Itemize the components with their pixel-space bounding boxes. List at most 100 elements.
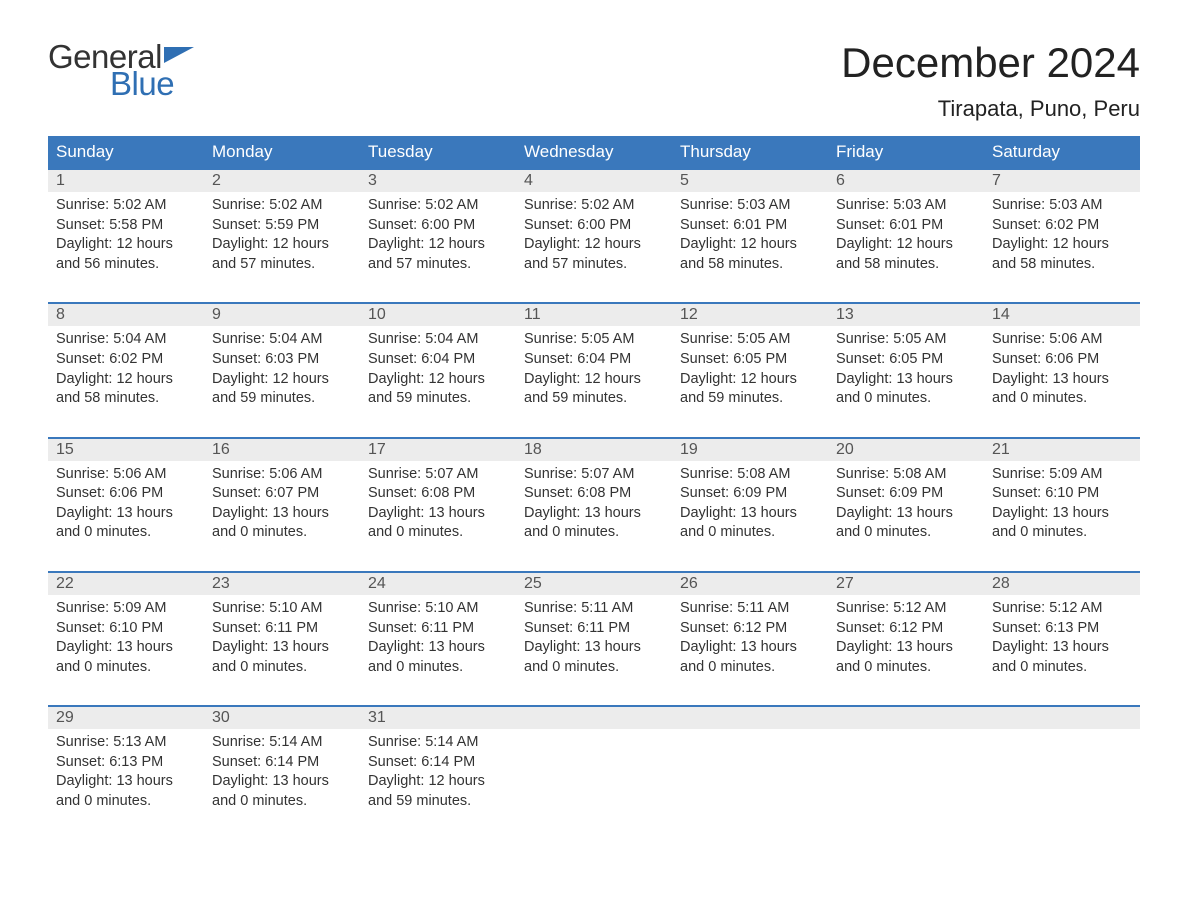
sunrise-line: Sunrise: 5:02 AM [368,196,508,216]
sunset-line: Sunset: 6:05 PM [836,350,976,370]
sunset-line: Sunset: 6:11 PM [524,619,664,639]
day-cell: Sunrise: 5:08 AMSunset: 6:09 PMDaylight:… [828,461,984,561]
day-cell: Sunrise: 5:05 AMSunset: 6:05 PMDaylight:… [672,326,828,426]
day-number: 24 [360,573,516,595]
sunrise-line: Sunrise: 5:07 AM [368,465,508,485]
sunset-line: Sunset: 6:04 PM [368,350,508,370]
day-number [516,707,672,729]
daylight-line: Daylight: 13 hours and 0 minutes. [368,504,508,543]
day-number: 3 [360,170,516,192]
sunset-line: Sunset: 6:09 PM [836,484,976,504]
location-subtitle: Tirapata, Puno, Peru [841,96,1140,122]
daylight-line: Daylight: 13 hours and 0 minutes. [992,504,1132,543]
day-cell: Sunrise: 5:05 AMSunset: 6:04 PMDaylight:… [516,326,672,426]
sunrise-line: Sunrise: 5:03 AM [992,196,1132,216]
sunset-line: Sunset: 6:08 PM [524,484,664,504]
calendar-week-row: 891011121314Sunrise: 5:04 AMSunset: 6:02… [48,302,1140,426]
sunset-line: Sunset: 6:11 PM [368,619,508,639]
sunset-line: Sunset: 5:59 PM [212,216,352,236]
day-cell: Sunrise: 5:10 AMSunset: 6:11 PMDaylight:… [360,595,516,695]
sunset-line: Sunset: 6:10 PM [992,484,1132,504]
daylight-line: Daylight: 13 hours and 0 minutes. [56,772,196,811]
weekday-header: Wednesday [516,136,672,168]
day-number-row: 22232425262728 [48,573,1140,595]
daylight-line: Daylight: 12 hours and 59 minutes. [368,370,508,409]
sunset-line: Sunset: 6:04 PM [524,350,664,370]
day-cell: Sunrise: 5:06 AMSunset: 6:06 PMDaylight:… [984,326,1140,426]
daylight-line: Daylight: 13 hours and 0 minutes. [992,638,1132,677]
day-cell [984,729,1140,829]
sunrise-line: Sunrise: 5:04 AM [368,330,508,350]
daylight-line: Daylight: 13 hours and 0 minutes. [524,638,664,677]
daylight-line: Daylight: 13 hours and 0 minutes. [992,370,1132,409]
sunset-line: Sunset: 6:00 PM [524,216,664,236]
day-cell: Sunrise: 5:02 AMSunset: 6:00 PMDaylight:… [516,192,672,292]
weekday-header: Monday [204,136,360,168]
day-number: 22 [48,573,204,595]
sunrise-line: Sunrise: 5:04 AM [212,330,352,350]
sunrise-line: Sunrise: 5:05 AM [836,330,976,350]
sunset-line: Sunset: 6:09 PM [680,484,820,504]
weekday-header: Friday [828,136,984,168]
calendar-week-row: 293031Sunrise: 5:13 AMSunset: 6:13 PMDay… [48,705,1140,829]
day-number: 21 [984,439,1140,461]
calendar: SundayMondayTuesdayWednesdayThursdayFrid… [48,136,1140,829]
day-number: 8 [48,304,204,326]
sunset-line: Sunset: 5:58 PM [56,216,196,236]
day-number: 28 [984,573,1140,595]
sunrise-line: Sunrise: 5:11 AM [680,599,820,619]
daylight-line: Daylight: 12 hours and 57 minutes. [524,235,664,274]
sunset-line: Sunset: 6:02 PM [56,350,196,370]
daylight-line: Daylight: 12 hours and 59 minutes. [368,772,508,811]
sunset-line: Sunset: 6:07 PM [212,484,352,504]
day-number: 9 [204,304,360,326]
daylight-line: Daylight: 13 hours and 0 minutes. [212,504,352,543]
sunrise-line: Sunrise: 5:03 AM [680,196,820,216]
sunrise-line: Sunrise: 5:04 AM [56,330,196,350]
sunrise-line: Sunrise: 5:09 AM [56,599,196,619]
day-number: 30 [204,707,360,729]
day-cell: Sunrise: 5:06 AMSunset: 6:07 PMDaylight:… [204,461,360,561]
sunrise-line: Sunrise: 5:14 AM [368,733,508,753]
sunrise-line: Sunrise: 5:06 AM [212,465,352,485]
daylight-line: Daylight: 13 hours and 0 minutes. [680,638,820,677]
day-cell: Sunrise: 5:11 AMSunset: 6:12 PMDaylight:… [672,595,828,695]
page-title: December 2024 [841,40,1140,86]
weekday-header: Sunday [48,136,204,168]
day-number [828,707,984,729]
day-cell: Sunrise: 5:05 AMSunset: 6:05 PMDaylight:… [828,326,984,426]
weekday-header: Saturday [984,136,1140,168]
day-cell: Sunrise: 5:02 AMSunset: 6:00 PMDaylight:… [360,192,516,292]
day-number: 13 [828,304,984,326]
day-cell: Sunrise: 5:03 AMSunset: 6:02 PMDaylight:… [984,192,1140,292]
day-number: 4 [516,170,672,192]
sunrise-line: Sunrise: 5:09 AM [992,465,1132,485]
day-cell: Sunrise: 5:02 AMSunset: 5:59 PMDaylight:… [204,192,360,292]
calendar-weeks: 1234567Sunrise: 5:02 AMSunset: 5:58 PMDa… [48,168,1140,829]
day-number [984,707,1140,729]
day-number: 6 [828,170,984,192]
day-cell: Sunrise: 5:11 AMSunset: 6:11 PMDaylight:… [516,595,672,695]
day-cell: Sunrise: 5:03 AMSunset: 6:01 PMDaylight:… [828,192,984,292]
day-cell: Sunrise: 5:06 AMSunset: 6:06 PMDaylight:… [48,461,204,561]
sunrise-line: Sunrise: 5:05 AM [524,330,664,350]
day-cell: Sunrise: 5:12 AMSunset: 6:12 PMDaylight:… [828,595,984,695]
sunset-line: Sunset: 6:13 PM [992,619,1132,639]
daylight-line: Daylight: 12 hours and 58 minutes. [836,235,976,274]
daylight-line: Daylight: 12 hours and 57 minutes. [368,235,508,274]
day-number: 10 [360,304,516,326]
daylight-line: Daylight: 13 hours and 0 minutes. [836,370,976,409]
day-number [672,707,828,729]
daylight-line: Daylight: 12 hours and 56 minutes. [56,235,196,274]
sunrise-line: Sunrise: 5:12 AM [992,599,1132,619]
sunrise-line: Sunrise: 5:02 AM [212,196,352,216]
day-number: 12 [672,304,828,326]
sunset-line: Sunset: 6:10 PM [56,619,196,639]
calendar-week-row: 22232425262728Sunrise: 5:09 AMSunset: 6:… [48,571,1140,695]
daylight-line: Daylight: 12 hours and 58 minutes. [992,235,1132,274]
day-cell [516,729,672,829]
sunrise-line: Sunrise: 5:10 AM [212,599,352,619]
day-number: 20 [828,439,984,461]
sunrise-line: Sunrise: 5:10 AM [368,599,508,619]
sunrise-line: Sunrise: 5:02 AM [524,196,664,216]
